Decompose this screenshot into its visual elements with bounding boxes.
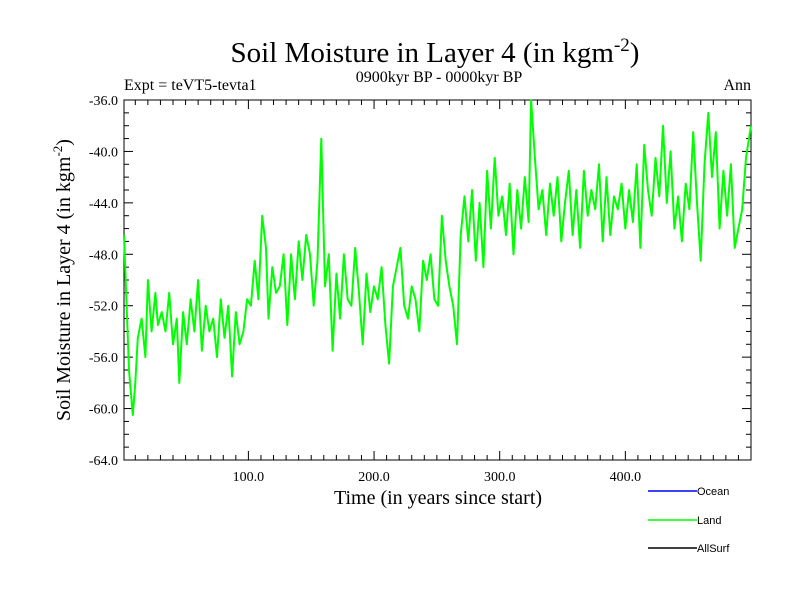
x-tick-label: 300.0	[484, 470, 516, 485]
x-axis: 100.0 200.0 300.0 400.0	[134, 100, 752, 485]
y-tick-label: -60.0	[89, 403, 118, 418]
legend: Ocean Land AllSurf	[648, 486, 730, 555]
plot-area	[123, 99, 752, 461]
y-tick-label: -44.0	[89, 197, 118, 212]
x-tick-label: 400.0	[610, 470, 642, 485]
x-tick-label: 200.0	[358, 470, 390, 485]
y-tick-label: -64.0	[89, 454, 118, 469]
legend-label-ocean: Ocean	[697, 486, 729, 498]
y-tick-label: -48.0	[89, 248, 118, 263]
series-line-land	[123, 99, 752, 416]
x-axis-label: Time (in years since start)	[334, 487, 542, 509]
y-tick-label: -40.0	[89, 145, 118, 160]
legend-label-allsurf: AllSurf	[697, 543, 730, 555]
y-tick-label: -56.0	[89, 351, 118, 366]
y-tick-label: -52.0	[89, 300, 118, 315]
y-axis-label: Soil Moisture in Layer 4 (in kgm-2)	[50, 139, 75, 421]
y-tick-label: -36.0	[89, 94, 118, 109]
subtitle-left: Expt = teVT5-tevta1	[124, 77, 257, 94]
subtitle-center: 0900kyr BP - 0000kyr BP	[356, 69, 523, 86]
y-axis: -64.0 -60.0 -56.0 -52.0 -48.0 -44.0 -40.0 -36.0	[89, 94, 751, 469]
x-tick-label: 100.0	[233, 470, 265, 485]
plot-frame	[123, 99, 752, 461]
series-layer	[123, 99, 752, 416]
subtitle-right: Ann	[723, 77, 751, 94]
chart-title: Soil Moisture in Layer 4 (in kgm-2)	[231, 35, 640, 69]
legend-label-land: Land	[697, 515, 721, 527]
